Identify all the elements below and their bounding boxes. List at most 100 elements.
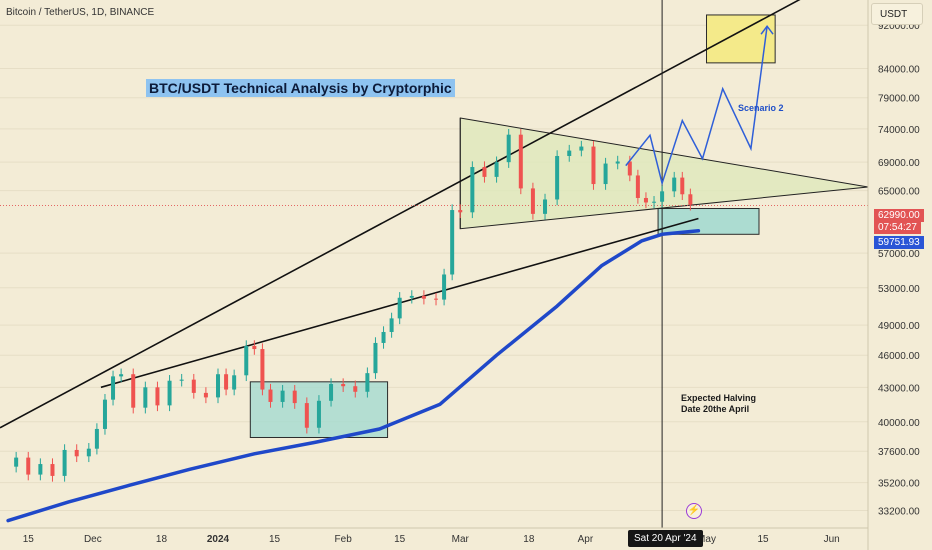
crosshair-date-badge: Sat 20 Apr '24 — [628, 530, 703, 547]
candle-body-61 — [660, 191, 665, 202]
symbol-header: Bitcoin / TetherUS, 1D, BINANCE — [6, 7, 155, 18]
candle-body-22 — [244, 345, 249, 376]
candle-body-31 — [341, 384, 346, 387]
candle-body-19 — [216, 374, 221, 398]
candle-body-38 — [409, 295, 414, 298]
candle-body-52 — [567, 150, 572, 156]
x-tick-label-1: Dec — [84, 534, 102, 545]
candle-body-10 — [111, 376, 116, 400]
current-price-tag: 62990.00 — [874, 209, 924, 222]
candle-body-64 — [688, 194, 693, 205]
y-tick-label-8: 49000.00 — [878, 321, 920, 332]
candle-body-59 — [643, 197, 648, 203]
y-tick-label-0: 92000.00 — [878, 21, 920, 32]
x-tick-label-0: 15 — [23, 534, 35, 545]
candle-body-58 — [635, 175, 640, 198]
y-tick-label-14: 33200.00 — [878, 506, 920, 517]
halving-line-2: Date 20the April — [681, 404, 750, 414]
candle-body-26 — [280, 390, 285, 402]
candle-body-47 — [506, 134, 511, 163]
candle-body-62 — [672, 177, 677, 192]
scenario-label: Scenario 2 — [738, 103, 784, 113]
y-tick-label-1: 84000.00 — [878, 65, 920, 76]
candle-body-32 — [353, 386, 358, 392]
candle-body-24 — [260, 349, 265, 390]
halving-annotation: Expected Halving Date 20the April — [681, 393, 756, 415]
candle-body-18 — [203, 392, 208, 398]
candle-body-48 — [518, 134, 523, 189]
overlay-drawings — [625, 24, 774, 187]
candle-body-21 — [232, 375, 237, 390]
candle-body-53 — [579, 146, 584, 151]
candle-body-50 — [543, 199, 548, 214]
x-tick-label-8: 18 — [523, 534, 535, 545]
candle-body-8 — [94, 428, 99, 449]
ema-price-tag: 59751.93 — [874, 236, 924, 249]
candle-body-15 — [167, 380, 172, 406]
candle-body-1 — [14, 457, 19, 467]
candle-body-6 — [74, 449, 79, 457]
candle-body-4 — [50, 464, 55, 476]
upper-trendline — [0, 0, 801, 429]
y-tick-label-6: 57000.00 — [878, 249, 920, 260]
candle-body-55 — [603, 163, 608, 185]
candle-body-14 — [155, 387, 160, 406]
candle-body-56 — [615, 161, 620, 164]
candle-body-63 — [680, 177, 685, 195]
currency-selector[interactable]: USDT — [871, 3, 923, 25]
candle-body-33 — [365, 373, 370, 392]
x-tick-label-6: 15 — [394, 534, 406, 545]
candle-body-40 — [434, 298, 439, 300]
y-tick-label-12: 37600.00 — [878, 447, 920, 458]
halving-line-1: Expected Halving — [681, 393, 757, 403]
candle-body-49 — [530, 188, 535, 214]
x-tick-label-5: Feb — [335, 534, 353, 545]
candle-body-28 — [304, 403, 309, 428]
candle-body-30 — [329, 384, 334, 401]
candle-body-36 — [389, 318, 394, 332]
candle-body-16 — [179, 379, 184, 381]
countdown-tag: 07:54:27 — [874, 221, 921, 234]
x-tick-label-12: Jun — [824, 534, 840, 545]
candle-body-42 — [450, 210, 455, 275]
candle-body-45 — [482, 167, 487, 177]
y-tick-label-7: 53000.00 — [878, 284, 920, 295]
candle-body-51 — [555, 155, 560, 200]
candle-body-60 — [652, 201, 657, 203]
x-tick-label-7: Mar — [452, 534, 470, 545]
y-tick-label-10: 43000.00 — [878, 383, 920, 394]
y-tick-label-4: 69000.00 — [878, 158, 920, 169]
candle-body-3 — [38, 464, 43, 475]
x-tick-label-3: 2024 — [207, 534, 230, 545]
price-axis-background — [868, 0, 932, 550]
y-tick-label-3: 74000.00 — [878, 125, 920, 136]
candle-body-37 — [397, 297, 402, 319]
support-box — [657, 208, 760, 235]
gridlines — [0, 24, 868, 511]
candle-body-11 — [119, 374, 124, 377]
candle-body-7 — [86, 448, 91, 457]
candle-body-20 — [224, 374, 229, 390]
ema-layer — [6, 228, 701, 523]
candle-body-54 — [591, 146, 596, 185]
candle-body-34 — [373, 342, 378, 374]
y-tick-label-2: 79000.00 — [878, 94, 920, 105]
candle-body-23 — [252, 345, 257, 350]
candle-body-27 — [292, 390, 297, 404]
candle-body-35 — [381, 331, 386, 343]
scenario-arrowhead — [760, 24, 774, 35]
candle-body-41 — [442, 274, 447, 300]
lightning-icon[interactable]: ⚡ — [686, 503, 702, 519]
x-tick-label-11: 15 — [757, 534, 769, 545]
candle-body-57 — [627, 161, 632, 176]
candle-body-39 — [421, 295, 426, 299]
candle-body-29 — [316, 400, 321, 428]
candle-body-12 — [131, 374, 136, 408]
x-tick-label-9: Apr — [578, 534, 594, 545]
ema-line — [6, 228, 701, 523]
y-tick-label-11: 40000.00 — [878, 418, 920, 429]
y-tick-label-5: 65000.00 — [878, 187, 920, 198]
candle-body-17 — [191, 379, 196, 393]
